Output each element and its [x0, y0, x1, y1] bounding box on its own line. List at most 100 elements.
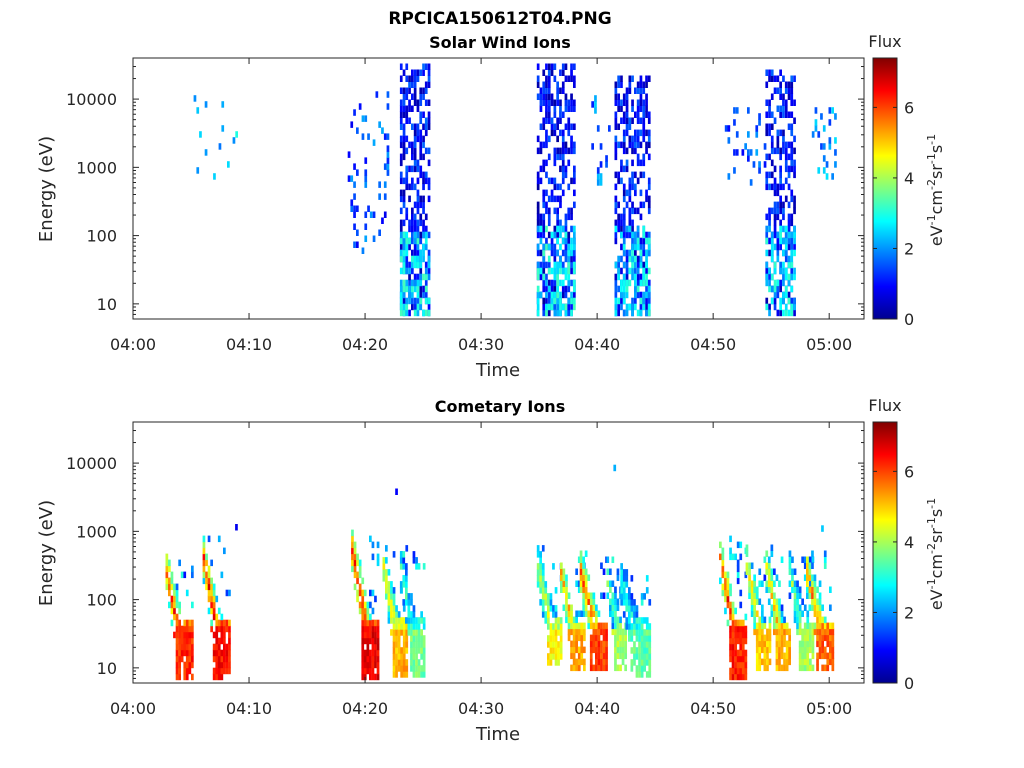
spectrogram-cell [175, 667, 179, 675]
spectrogram-cell [410, 611, 413, 618]
spectrogram-cell [645, 267, 648, 275]
spectrogram-cell [369, 601, 372, 609]
spectrogram-cell [619, 622, 622, 630]
spectrogram-cell [758, 640, 762, 648]
spectrogram-cell [371, 619, 375, 627]
spectrogram-cell [818, 640, 822, 648]
spectrogram-cell [422, 647, 426, 654]
spectrogram-cell [413, 123, 417, 130]
spectrogram-cell [570, 628, 573, 636]
spectrogram-cell [554, 605, 558, 612]
spectrogram-cell [575, 568, 578, 575]
y-tick-label: 100 [86, 591, 117, 610]
spectrogram-cell [175, 625, 179, 633]
spectrogram-cell [413, 165, 417, 173]
spectrogram-cell [793, 147, 796, 155]
spectrogram-cell [589, 664, 593, 672]
spectrogram-cell [539, 141, 543, 149]
spectrogram-cell [564, 75, 568, 82]
spectrogram-cell [784, 237, 788, 245]
spectrogram-cell [223, 637, 226, 645]
spectrogram-cell [400, 617, 403, 624]
spectrogram-cell [640, 659, 644, 666]
spectrogram-cell [405, 261, 409, 269]
spectrogram-cell [592, 592, 596, 599]
spectrogram-cell [427, 147, 431, 155]
spectrogram-cell [617, 105, 620, 112]
spectrogram-cell [787, 123, 791, 130]
spectrogram-cell [542, 159, 546, 167]
spectrogram-cell [779, 177, 782, 185]
spectrogram-cell [415, 557, 418, 564]
spectrogram-cell [750, 604, 754, 611]
spectrogram-cell [202, 559, 206, 567]
spectrogram-cell [554, 647, 558, 654]
spectrogram-cell [645, 231, 648, 239]
spectrogram-cell [605, 646, 608, 654]
spectrogram-cell [402, 267, 406, 275]
spectrogram-cell [611, 556, 615, 563]
spectrogram-cell [202, 535, 206, 543]
spectrogram-cell [399, 243, 403, 251]
spectrogram-cell [638, 623, 641, 630]
spectrogram-cell [573, 303, 576, 311]
spectrogram-cell [545, 81, 548, 88]
spectrogram-cell [790, 231, 794, 239]
spectrogram-cell [561, 159, 565, 167]
spectrogram-cell [609, 580, 612, 587]
spectrogram-cell [634, 231, 637, 239]
spectrogram-cell [217, 607, 221, 615]
spectrogram-cell [734, 619, 737, 627]
spectrogram-cell [366, 601, 370, 609]
spectrogram-cell [573, 267, 576, 275]
spectrogram-cell [785, 658, 789, 666]
spectrogram-cell [583, 664, 586, 672]
spectrogram-cell [798, 646, 802, 654]
spectrogram-cell [556, 99, 559, 106]
spectrogram-cell [821, 652, 824, 660]
spectrogram-cell [734, 637, 737, 645]
spectrogram-cell [620, 297, 623, 305]
spectrogram-cell [408, 285, 411, 293]
spectrogram-cell [628, 189, 632, 197]
spectrogram-cell [547, 623, 550, 630]
spectrogram-cell [734, 607, 737, 615]
spectrogram-cell [199, 131, 202, 138]
spectrogram-cell [411, 225, 414, 233]
spectrogram-cell [422, 219, 425, 227]
spectrogram-cell [782, 309, 785, 317]
spectrogram-cell [631, 135, 634, 143]
spectrogram-cell [773, 303, 777, 311]
spectrogram-cell [539, 213, 543, 221]
spectrogram-cell [780, 610, 784, 617]
spectrogram-cell [768, 225, 771, 233]
spectrogram-cell [579, 562, 583, 569]
spectrogram-cell [542, 285, 546, 293]
spectrogram-cell [191, 655, 194, 663]
spectrogram-cell [536, 135, 540, 143]
spectrogram-cell [402, 237, 406, 245]
spectrogram-cell [419, 129, 423, 137]
spectrogram-cell [202, 547, 206, 555]
spectrogram-cell [545, 135, 548, 143]
spectrogram-cell [402, 309, 406, 317]
spectrogram-cell [822, 155, 826, 162]
spectrogram-cell [408, 279, 411, 287]
spectrogram-cell [782, 75, 785, 82]
spectrogram-cell [636, 255, 640, 263]
spectrogram-cell [419, 141, 423, 149]
spectrogram-cell [639, 237, 643, 245]
spectrogram-cell [765, 297, 769, 305]
spectrogram-cell [402, 147, 406, 155]
spectrogram-cell [374, 625, 377, 633]
spectrogram-cell [620, 177, 623, 185]
spectrogram-cell [422, 123, 425, 130]
spectrogram-cell [408, 219, 411, 227]
spectrogram-cell [614, 273, 618, 281]
spectrogram-cell [570, 63, 573, 70]
spectrogram-cell [614, 285, 618, 293]
spectrogram-cell [785, 628, 789, 636]
spectrogram-cell [616, 622, 620, 630]
spectrogram-cell [572, 646, 576, 654]
spectrogram-cell [539, 87, 543, 94]
